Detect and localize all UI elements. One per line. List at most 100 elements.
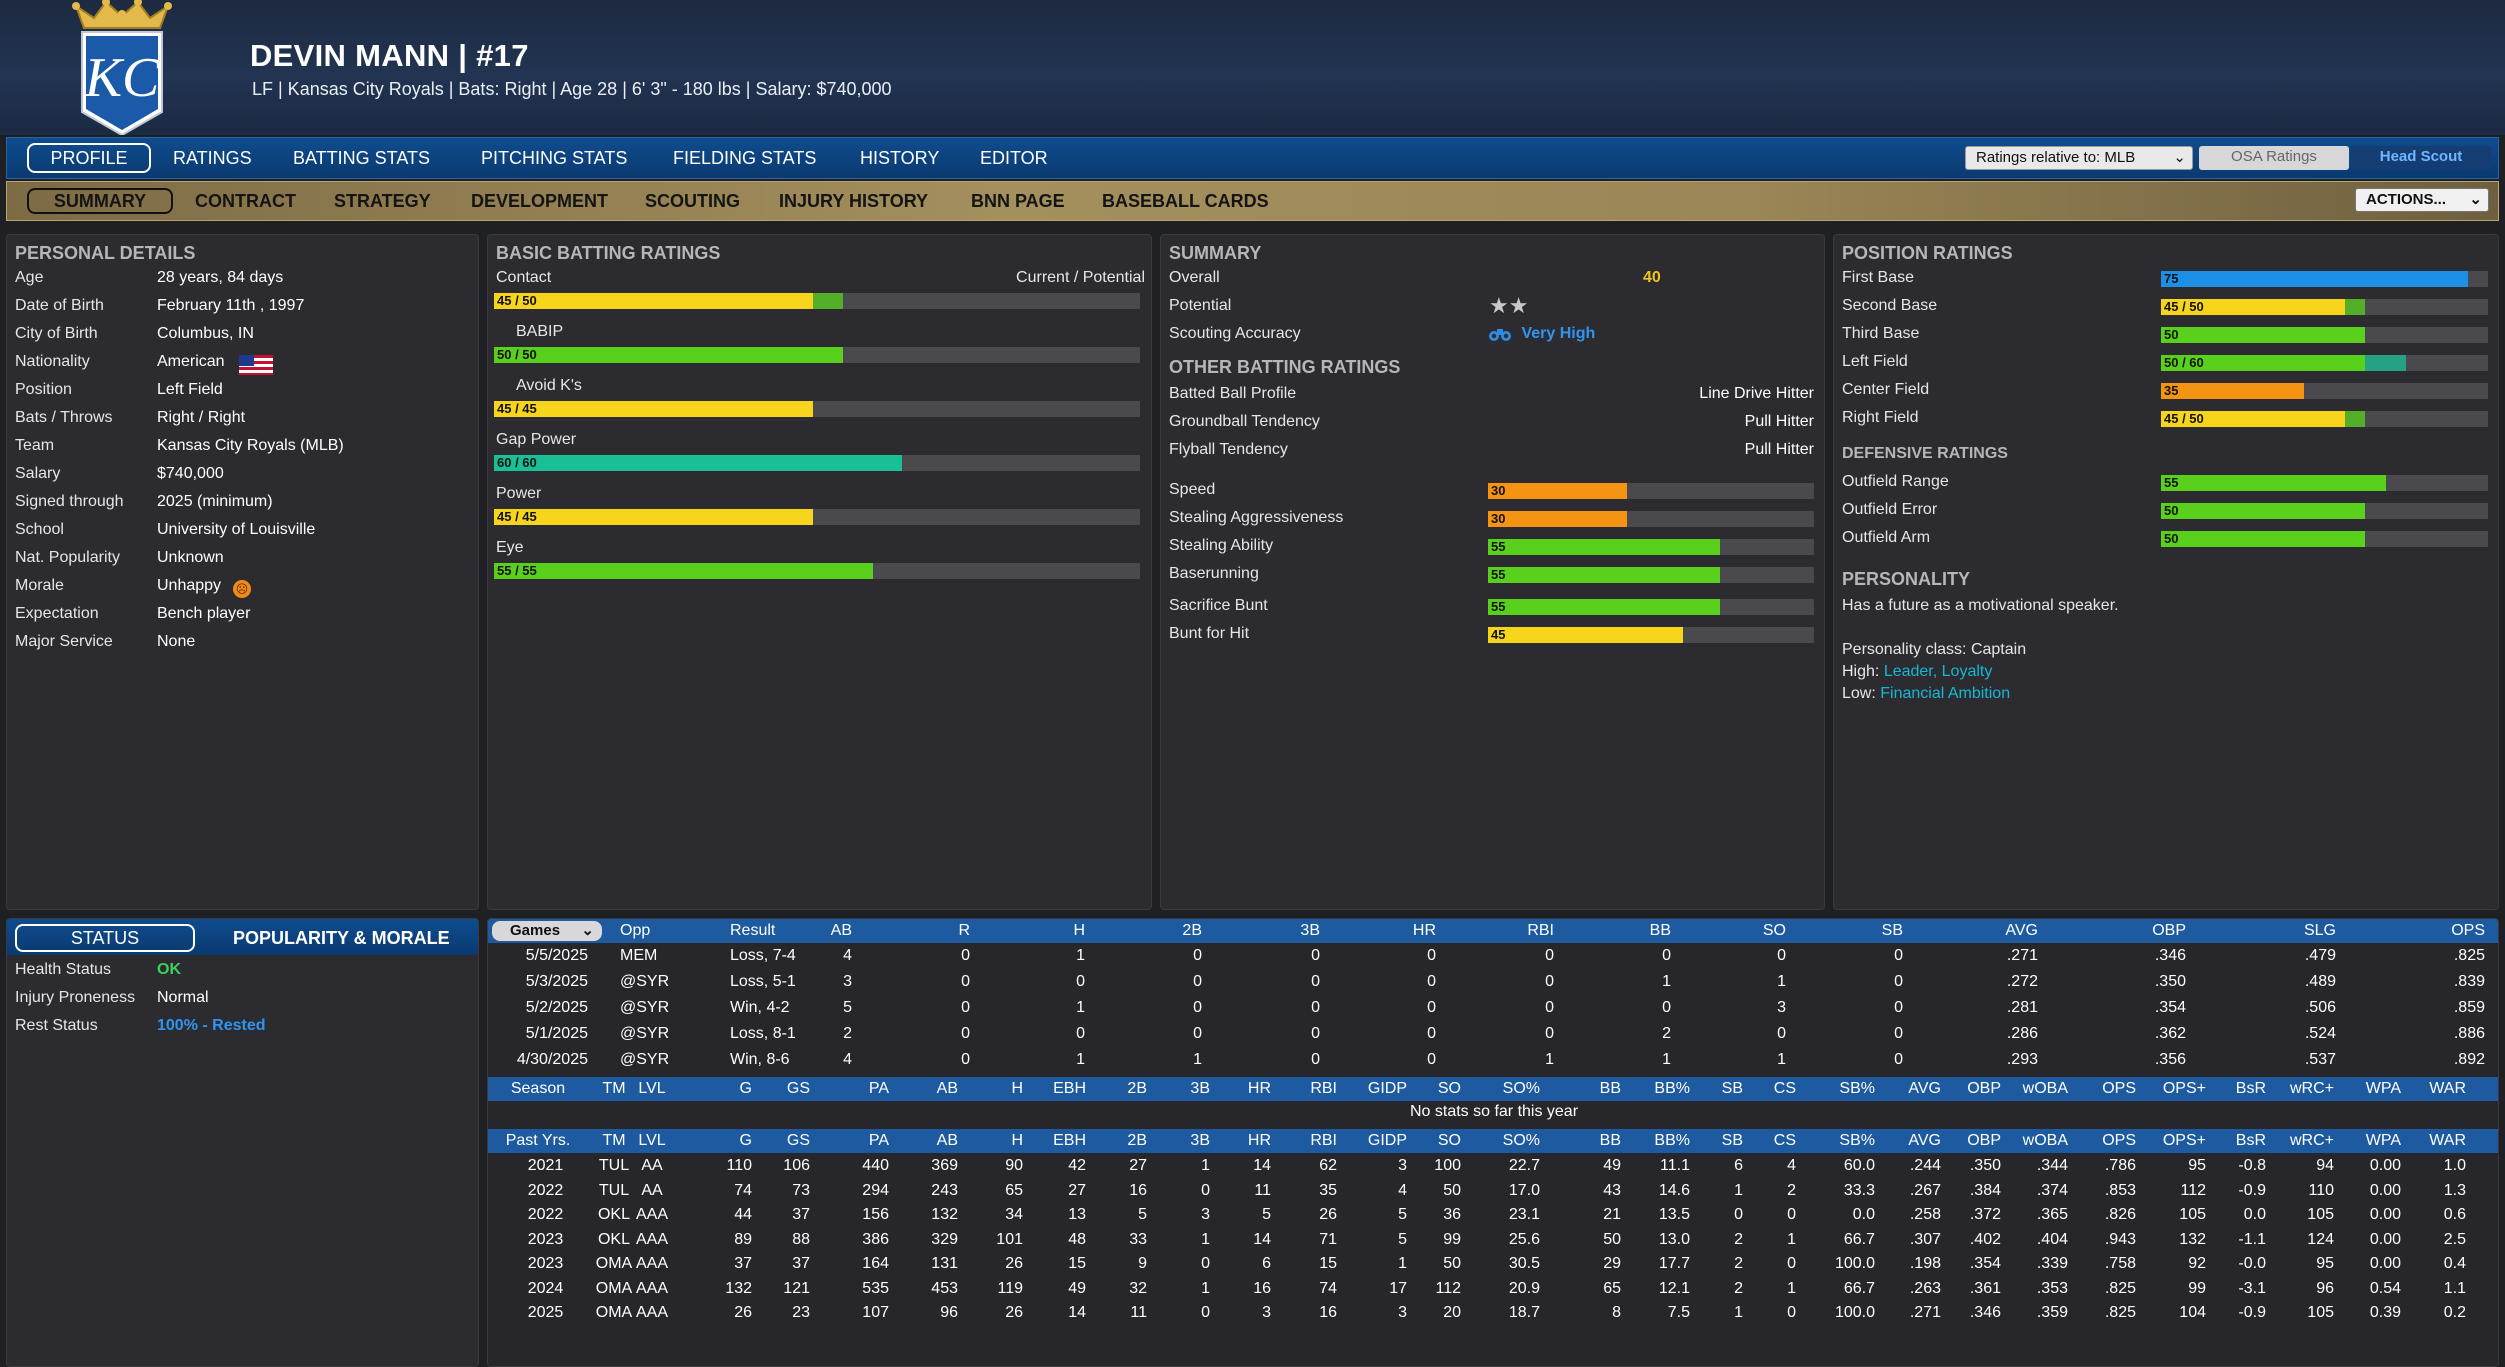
stats-column-header[interactable]: RBI bbox=[1310, 1132, 1337, 1149]
stats-column-header[interactable]: 3B bbox=[1190, 1080, 1210, 1097]
stats-column-header[interactable]: HR bbox=[1247, 1080, 1271, 1097]
games-column-header[interactable]: SB bbox=[1881, 922, 1903, 939]
stats-column-header[interactable]: CS bbox=[1773, 1132, 1796, 1149]
tab-popularity-morale[interactable]: POPULARITY & MORALE bbox=[233, 928, 450, 948]
stats-column-header[interactable]: BB bbox=[1599, 1132, 1621, 1149]
stats-column-header[interactable]: WPA bbox=[2365, 1080, 2401, 1097]
stats-column-header[interactable]: BB% bbox=[1654, 1080, 1690, 1097]
head-scout-toggle[interactable]: Head Scout bbox=[2351, 146, 2491, 170]
stats-column-header[interactable]: SO bbox=[1437, 1132, 1461, 1149]
stats-column-header[interactable]: BsR bbox=[2235, 1132, 2266, 1149]
stats-column-header[interactable]: G bbox=[739, 1080, 752, 1097]
subtab-strategy[interactable]: STRATEGY bbox=[334, 191, 431, 211]
stats-column-header[interactable]: AVG bbox=[1908, 1132, 1941, 1149]
subtab-summary[interactable]: SUMMARY bbox=[27, 188, 173, 214]
tab-batting-stats[interactable]: BATTING STATS bbox=[293, 148, 431, 168]
stats-column-header[interactable]: LVL bbox=[638, 1080, 666, 1097]
stats-column-header[interactable]: WAR bbox=[2429, 1080, 2466, 1097]
stats-column-header[interactable]: OBP bbox=[1967, 1132, 2001, 1149]
subtab-bnn-page[interactable]: BNN PAGE bbox=[971, 191, 1065, 211]
stats-column-header[interactable]: PA bbox=[868, 1132, 889, 1149]
stats-column-header[interactable]: OBP bbox=[1967, 1080, 2001, 1097]
stats-column-header[interactable]: SO% bbox=[1502, 1132, 1540, 1149]
stats-column-header[interactable]: SB bbox=[1721, 1080, 1743, 1097]
stats-cell: 27 bbox=[1068, 1181, 1086, 1199]
stats-column-header[interactable]: BsR bbox=[2235, 1080, 2266, 1097]
stats-column-header[interactable]: wRC+ bbox=[2289, 1080, 2334, 1097]
stats-column-header[interactable]: CS bbox=[1773, 1080, 1796, 1097]
stats-column-header[interactable]: G bbox=[739, 1132, 752, 1149]
stats-column-header[interactable]: 2B bbox=[1127, 1080, 1147, 1097]
stats-column-header[interactable]: RBI bbox=[1310, 1080, 1337, 1097]
stats-column-header[interactable]: OPS+ bbox=[2162, 1132, 2206, 1149]
stats-column-header[interactable]: BB bbox=[1599, 1080, 1621, 1097]
tab-editor[interactable]: EDITOR bbox=[980, 148, 1048, 168]
stats-column-header[interactable]: 3B bbox=[1190, 1132, 1210, 1149]
games-column-header[interactable]: Opp bbox=[620, 922, 651, 939]
stats-column-header[interactable]: GS bbox=[786, 1080, 810, 1097]
tab-profile[interactable]: PROFILE bbox=[27, 143, 151, 173]
stats-column-header[interactable]: AB bbox=[936, 1080, 958, 1097]
stats-column-header[interactable]: 2B bbox=[1127, 1132, 1147, 1149]
stats-column-header[interactable]: SB% bbox=[1839, 1080, 1875, 1097]
stats-column-header[interactable]: wOBA bbox=[2022, 1132, 2068, 1149]
games-column-header[interactable]: AVG bbox=[2005, 922, 2038, 939]
games-column-header[interactable]: 3B bbox=[1300, 922, 1320, 939]
tab-status[interactable]: STATUS bbox=[15, 924, 195, 952]
tab-fielding-stats[interactable]: FIELDING STATS bbox=[673, 148, 817, 168]
stats-column-header[interactable]: Past Yrs. bbox=[505, 1132, 571, 1149]
stats-column-header[interactable]: TM bbox=[602, 1132, 626, 1149]
stats-column-header[interactable]: Season bbox=[510, 1080, 566, 1097]
tab-ratings[interactable]: RATINGS bbox=[173, 148, 252, 168]
games-select[interactable]: Games ⌄ bbox=[492, 921, 602, 941]
stats-column-header[interactable]: HR bbox=[1247, 1132, 1271, 1149]
actions-menu[interactable]: ACTIONS... ⌄ bbox=[2355, 188, 2489, 212]
stats-column-header[interactable]: OPS bbox=[2102, 1080, 2136, 1097]
stats-column-header[interactable]: PA bbox=[868, 1080, 889, 1097]
games-column-header[interactable]: H bbox=[1073, 922, 1085, 939]
tab-pitching-stats[interactable]: PITCHING STATS bbox=[481, 148, 628, 168]
stats-column-header[interactable]: BB% bbox=[1654, 1132, 1690, 1149]
stats-column-header[interactable]: wOBA bbox=[2022, 1080, 2068, 1097]
stats-column-header[interactable]: OPS bbox=[2102, 1132, 2136, 1149]
games-column-header[interactable]: RBI bbox=[1527, 922, 1554, 939]
stats-column-header[interactable]: H bbox=[1011, 1132, 1023, 1149]
stats-column-header[interactable]: AB bbox=[936, 1132, 958, 1149]
stats-column-header[interactable]: WPA bbox=[2365, 1132, 2401, 1149]
stats-column-header[interactable]: SO% bbox=[1502, 1080, 1540, 1097]
games-column-header[interactable]: OPS bbox=[2451, 922, 2485, 939]
stats-column-header[interactable]: LVL bbox=[638, 1132, 666, 1149]
stats-column-header[interactable]: SB bbox=[1721, 1132, 1743, 1149]
stats-column-header[interactable]: H bbox=[1011, 1080, 1023, 1097]
stats-column-header[interactable]: OPS+ bbox=[2162, 1080, 2206, 1097]
tab-history[interactable]: HISTORY bbox=[860, 148, 940, 168]
subtab-scouting[interactable]: SCOUTING bbox=[645, 191, 741, 211]
game-log-cell: 0 bbox=[1311, 1025, 1320, 1042]
stats-column-header[interactable]: wRC+ bbox=[2289, 1132, 2334, 1149]
stats-column-header[interactable]: SO bbox=[1437, 1080, 1461, 1097]
subtab-baseball-cards[interactable]: BASEBALL CARDS bbox=[1102, 191, 1269, 211]
stats-column-header[interactable]: GIDP bbox=[1367, 1132, 1407, 1149]
stats-column-header[interactable]: AVG bbox=[1908, 1080, 1941, 1097]
stats-column-header[interactable]: EBH bbox=[1053, 1080, 1086, 1097]
stats-column-header[interactable]: EBH bbox=[1053, 1132, 1086, 1149]
stats-column-header[interactable]: SB% bbox=[1839, 1132, 1875, 1149]
games-column-header[interactable]: SO bbox=[1762, 922, 1786, 939]
games-column-header[interactable]: Result bbox=[730, 922, 776, 939]
osa-ratings-toggle[interactable]: OSA Ratings bbox=[2199, 146, 2349, 170]
stats-column-header[interactable]: WAR bbox=[2429, 1132, 2466, 1149]
subtab-contract[interactable]: CONTRACT bbox=[195, 191, 296, 211]
games-column-header[interactable]: HR bbox=[1412, 922, 1436, 939]
stats-column-header[interactable]: TM bbox=[602, 1080, 626, 1097]
stats-column-header[interactable]: GS bbox=[786, 1132, 810, 1149]
games-column-header[interactable]: OBP bbox=[2152, 922, 2186, 939]
games-column-header[interactable]: 2B bbox=[1182, 922, 1202, 939]
stats-column-header[interactable]: GIDP bbox=[1367, 1080, 1407, 1097]
games-column-header[interactable]: AB bbox=[830, 922, 852, 939]
games-column-header[interactable]: BB bbox=[1649, 922, 1671, 939]
subtab-injury-history[interactable]: INJURY HISTORY bbox=[779, 191, 929, 211]
subtab-development[interactable]: DEVELOPMENT bbox=[471, 191, 609, 211]
games-column-header[interactable]: R bbox=[958, 922, 970, 939]
ratings-relative-select[interactable]: Ratings relative to: MLB ⌄ bbox=[1965, 146, 2193, 170]
games-column-header[interactable]: SLG bbox=[2303, 922, 2336, 939]
